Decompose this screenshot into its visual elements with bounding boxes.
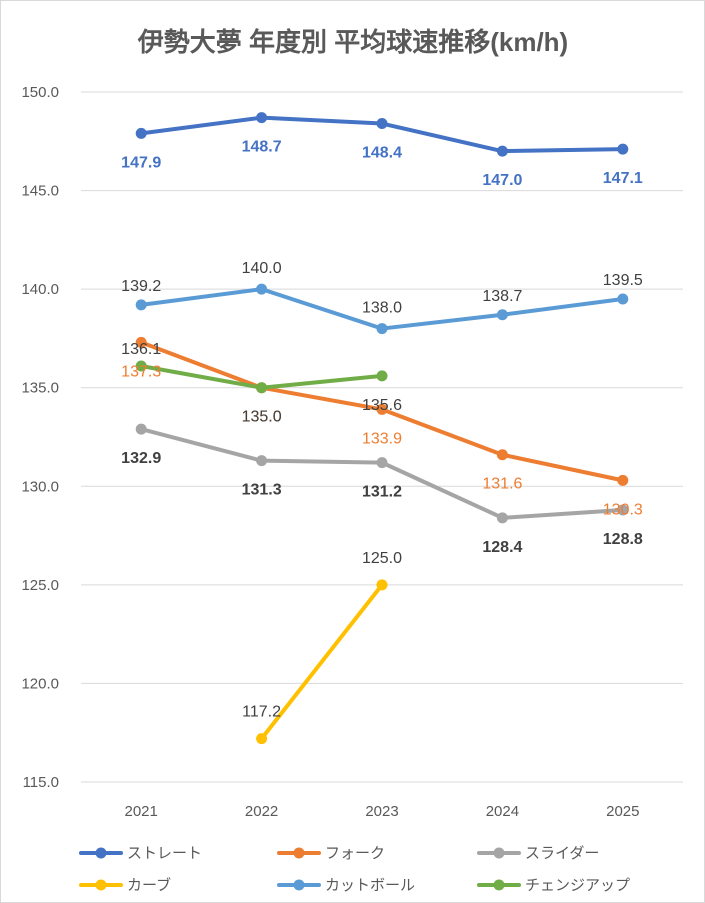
legend-item: カットボール (277, 877, 415, 894)
data-label: 131.3 (242, 482, 282, 499)
data-label: 148.7 (242, 139, 282, 156)
series-group (135, 283, 629, 335)
data-point (617, 143, 629, 155)
data-label: 139.5 (603, 272, 643, 289)
data-point (376, 403, 388, 415)
x-tick-label: 2022 (245, 803, 278, 820)
data-point (135, 299, 147, 311)
legend-item: ストレート (79, 845, 202, 862)
data-label: 131.2 (362, 484, 402, 501)
legend-label: ストレート (127, 845, 202, 862)
x-tick-label: 2025 (606, 803, 639, 820)
legend-swatch-marker (493, 847, 505, 859)
data-label: 138.0 (362, 300, 402, 317)
legend-label: カットボール (325, 877, 415, 894)
data-label: 135.6 (362, 397, 402, 414)
legend-swatch-marker (293, 847, 305, 859)
data-label: 131.6 (482, 476, 522, 493)
legend-swatch-marker (95, 847, 107, 859)
data-label: 147.0 (482, 172, 522, 189)
legend-label: スライダー (525, 845, 599, 862)
legend-label: カーブ (127, 876, 171, 894)
data-label: 137.3 (121, 363, 161, 380)
data-point (376, 370, 388, 382)
series-group (135, 112, 629, 157)
legend-item: フォーク (277, 845, 385, 862)
data-label: 148.4 (362, 145, 402, 162)
chart-title: 伊勢大夢 年度別 平均球速推移(km/h) (137, 27, 568, 57)
y-tick-label: 115.0 (23, 774, 59, 791)
x-tick-label: 2024 (486, 803, 519, 820)
data-point (496, 449, 508, 461)
data-point (496, 512, 508, 524)
data-label: 128.8 (603, 531, 643, 548)
data-label: 135.0 (242, 409, 282, 426)
data-label: 133.9 (362, 430, 402, 447)
y-tick-label: 130.0 (21, 478, 59, 495)
series-group (135, 423, 629, 524)
data-label: 132.9 (121, 450, 161, 467)
data-label: 140.0 (242, 260, 282, 277)
x-tick-label: 2023 (365, 803, 398, 820)
data-label: 128.4 (482, 539, 522, 556)
data-point (376, 323, 388, 335)
data-point (256, 382, 268, 394)
data-label: 138.7 (482, 288, 522, 305)
data-label: 135.0 (242, 409, 282, 426)
legend-swatch-marker (293, 879, 305, 891)
data-point (256, 112, 268, 124)
data-point (496, 309, 508, 321)
data-point (617, 474, 629, 486)
data-point (617, 293, 629, 305)
data-label: 125.0 (362, 550, 402, 567)
data-label: 147.1 (603, 170, 643, 187)
data-point (256, 283, 268, 295)
data-point (376, 457, 388, 469)
y-tick-label: 120.0 (21, 675, 59, 692)
series-group (256, 579, 388, 745)
legend-item: カーブ (79, 876, 171, 894)
data-label: 136.1 (121, 341, 161, 358)
y-tick-label: 125.0 (21, 577, 59, 594)
legend-swatch-marker (493, 879, 505, 891)
legend-item: チェンジアップ (477, 877, 630, 894)
data-point (256, 455, 268, 467)
series-group (135, 360, 388, 394)
data-point (496, 145, 508, 157)
data-point (376, 579, 388, 591)
y-tick-label: 145.0 (21, 183, 59, 200)
data-point (135, 336, 147, 348)
data-labels: 147.9 148.7 148.4 147.0 147.1 137.3 135.0 133.9… (121, 139, 643, 721)
data-point (376, 118, 388, 130)
legend-swatch-marker (95, 879, 107, 891)
y-tick-label: 140.0 (21, 281, 59, 298)
axis-labels: 150.0 145.0 140.0 135.0 130.0 125.0 120.0 115.0… (21, 84, 639, 820)
data-label: 117.2 (242, 704, 281, 721)
data-point (256, 733, 268, 745)
data-point (135, 360, 147, 372)
legend-label: フォーク (325, 845, 385, 862)
legend-item: スライダー (477, 845, 599, 862)
x-tick-label: 2021 (125, 803, 158, 820)
data-point (135, 423, 147, 435)
data-label: 139.2 (121, 278, 161, 295)
legend-label: チェンジアップ (525, 877, 630, 894)
data-point (135, 127, 147, 139)
data-point (617, 504, 629, 516)
y-tick-label: 150.0 (21, 84, 59, 101)
data-label: 130.3 (603, 501, 643, 518)
series-line (259, 582, 384, 741)
data-label: 147.9 (121, 154, 161, 171)
series (135, 112, 629, 745)
y-tick-label: 135.0 (21, 380, 59, 397)
